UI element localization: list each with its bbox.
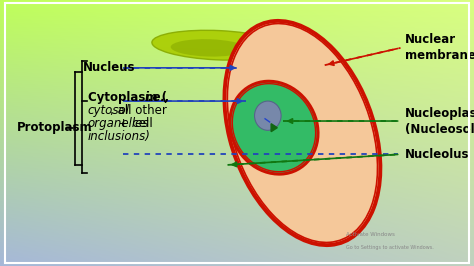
Polygon shape	[271, 124, 277, 132]
Ellipse shape	[152, 30, 284, 60]
Ellipse shape	[255, 101, 281, 130]
Text: , all other: , all other	[110, 104, 167, 117]
Text: inclusions): inclusions)	[88, 131, 151, 143]
Text: cytosol: cytosol	[88, 104, 130, 117]
Text: i.e.,: i.e.,	[145, 91, 171, 103]
Text: Cytoplasm (: Cytoplasm (	[88, 91, 167, 103]
Text: Nucleolus: Nucleolus	[405, 148, 470, 161]
Text: Nuclear
membrane: Nuclear membrane	[405, 33, 474, 63]
Text: Nucleus: Nucleus	[83, 61, 136, 74]
Text: Activate Windows: Activate Windows	[346, 232, 395, 236]
Text: + cell: + cell	[115, 117, 153, 130]
Text: Nucleoplasm
(Nucleosol): Nucleoplasm (Nucleosol)	[405, 106, 474, 136]
Text: Go to Settings to activate Windows.: Go to Settings to activate Windows.	[346, 245, 434, 250]
Ellipse shape	[171, 39, 246, 57]
Ellipse shape	[225, 21, 380, 245]
Text: Protoplasm: Protoplasm	[17, 121, 92, 134]
Polygon shape	[264, 118, 270, 122]
Text: organelles: organelles	[88, 117, 149, 130]
Ellipse shape	[230, 81, 318, 174]
